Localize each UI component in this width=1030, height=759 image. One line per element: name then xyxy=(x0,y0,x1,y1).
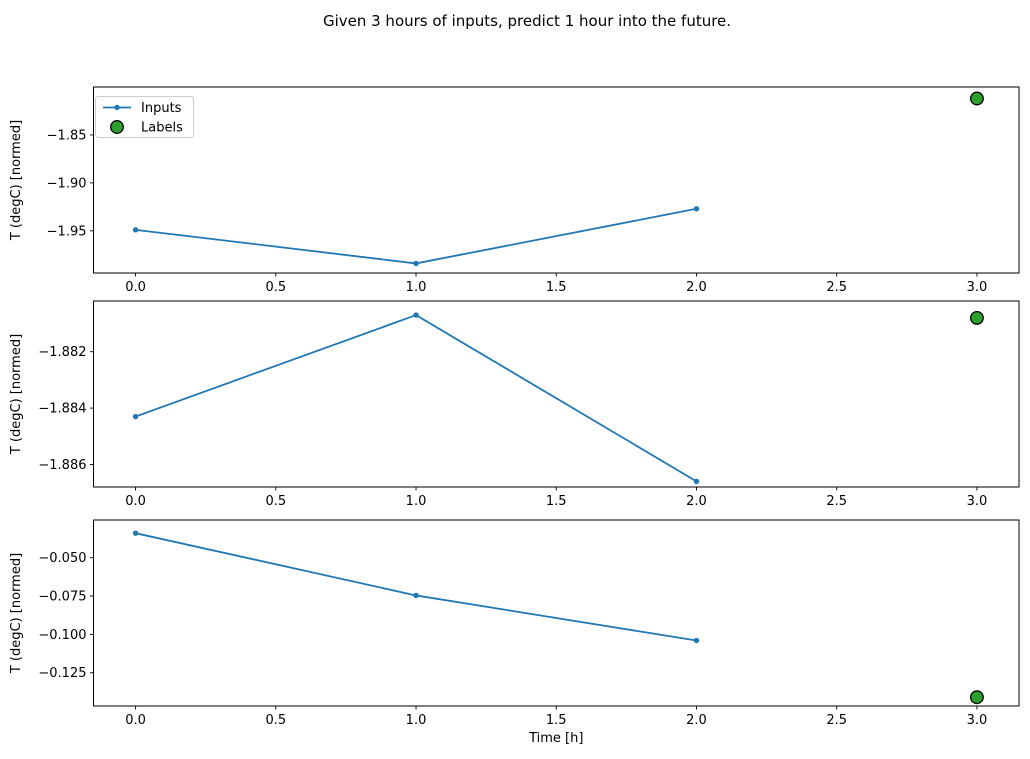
y-tick-label: −0.050 xyxy=(38,551,86,566)
x-tick-label: 2.5 xyxy=(826,713,847,728)
x-tick-label: 2.5 xyxy=(826,280,847,295)
labels-point xyxy=(969,690,984,705)
x-tick-label: 3.0 xyxy=(967,280,988,295)
labels-point xyxy=(969,91,984,106)
subplot-2: 0.0 0.5 1.0 1.5 2.0 2.5 3.0 −1.882 −1.884 −1.886 T… xyxy=(9,300,1020,509)
inputs-marker xyxy=(132,227,139,233)
inputs-marker xyxy=(132,530,139,536)
x-tick-label: 2.0 xyxy=(686,280,707,295)
x-tick-label: 0.0 xyxy=(125,280,146,295)
inputs-marker xyxy=(693,478,700,485)
legend-labels-label: Labels xyxy=(141,121,183,136)
inputs-marker xyxy=(132,413,139,420)
x-tick-label: 1.5 xyxy=(546,280,567,295)
inputs-line xyxy=(135,532,697,642)
y-tick-label: −1.886 xyxy=(38,458,86,473)
legend-labels-marker xyxy=(110,120,124,134)
legend-inputs-label: Inputs xyxy=(141,101,182,116)
y-axis-label: T (degC) [normed] xyxy=(9,553,24,674)
x-tick-label: 2.0 xyxy=(686,494,707,509)
x-axis-label: Time [h] xyxy=(528,731,583,746)
x-tick-label: 2.5 xyxy=(826,494,847,509)
x-tick-label: 1.0 xyxy=(406,280,427,295)
x-tick-label: 2.0 xyxy=(686,713,707,728)
axes-border xyxy=(93,519,1020,707)
y-axis-label: T (degC) [normed] xyxy=(9,120,24,241)
x-tick-label: 0.0 xyxy=(125,713,146,728)
x-tick-label: 1.0 xyxy=(406,494,427,509)
x-tick-label: 3.0 xyxy=(967,713,988,728)
inputs-marker xyxy=(693,637,700,644)
inputs-line xyxy=(135,314,697,483)
inputs-marker xyxy=(413,260,419,267)
subplot-1: 0.0 0.5 1.0 1.5 2.0 2.5 3.0 −1.85 −1.90 −1.95 T (d… xyxy=(9,86,1020,295)
y-tick-label: −1.884 xyxy=(38,402,86,417)
inputs-marker xyxy=(693,206,700,212)
y-tick-label: −0.125 xyxy=(38,666,86,681)
inputs-line xyxy=(135,207,697,265)
x-tick-label: 1.5 xyxy=(546,494,567,509)
y-tick-label: −0.075 xyxy=(38,590,86,605)
figure-title: Given 3 hours of inputs, predict 1 hour … xyxy=(323,12,731,30)
y-tick-label: −1.90 xyxy=(47,176,87,191)
x-tick-label: 3.0 xyxy=(967,494,988,509)
axes-border xyxy=(93,86,1020,274)
inputs-marker xyxy=(413,312,419,318)
y-axis-label: T (degC) [normed] xyxy=(9,334,24,455)
x-tick-label: 0.5 xyxy=(265,280,286,295)
subplot-3: 0.0 0.5 1.0 1.5 2.0 2.5 3.0 −0.050 −0.075 −0.100 −… xyxy=(9,519,1020,728)
legend-inputs-marker xyxy=(114,104,120,111)
y-tick-label: −1.882 xyxy=(38,345,86,360)
y-tick-label: −0.100 xyxy=(38,628,86,643)
axes-border xyxy=(93,300,1020,488)
x-tick-label: 1.0 xyxy=(406,713,427,728)
x-tick-label: 1.5 xyxy=(546,713,567,728)
x-tick-label: 0.0 xyxy=(125,494,146,509)
y-tick-label: −1.95 xyxy=(47,224,87,239)
x-tick-label: 0.5 xyxy=(265,713,286,728)
inputs-marker xyxy=(413,592,419,599)
y-tick-label: −1.85 xyxy=(47,128,87,143)
x-tick-label: 0.5 xyxy=(265,494,286,509)
labels-point xyxy=(969,310,984,325)
legend: Inputs Labels xyxy=(95,96,194,138)
